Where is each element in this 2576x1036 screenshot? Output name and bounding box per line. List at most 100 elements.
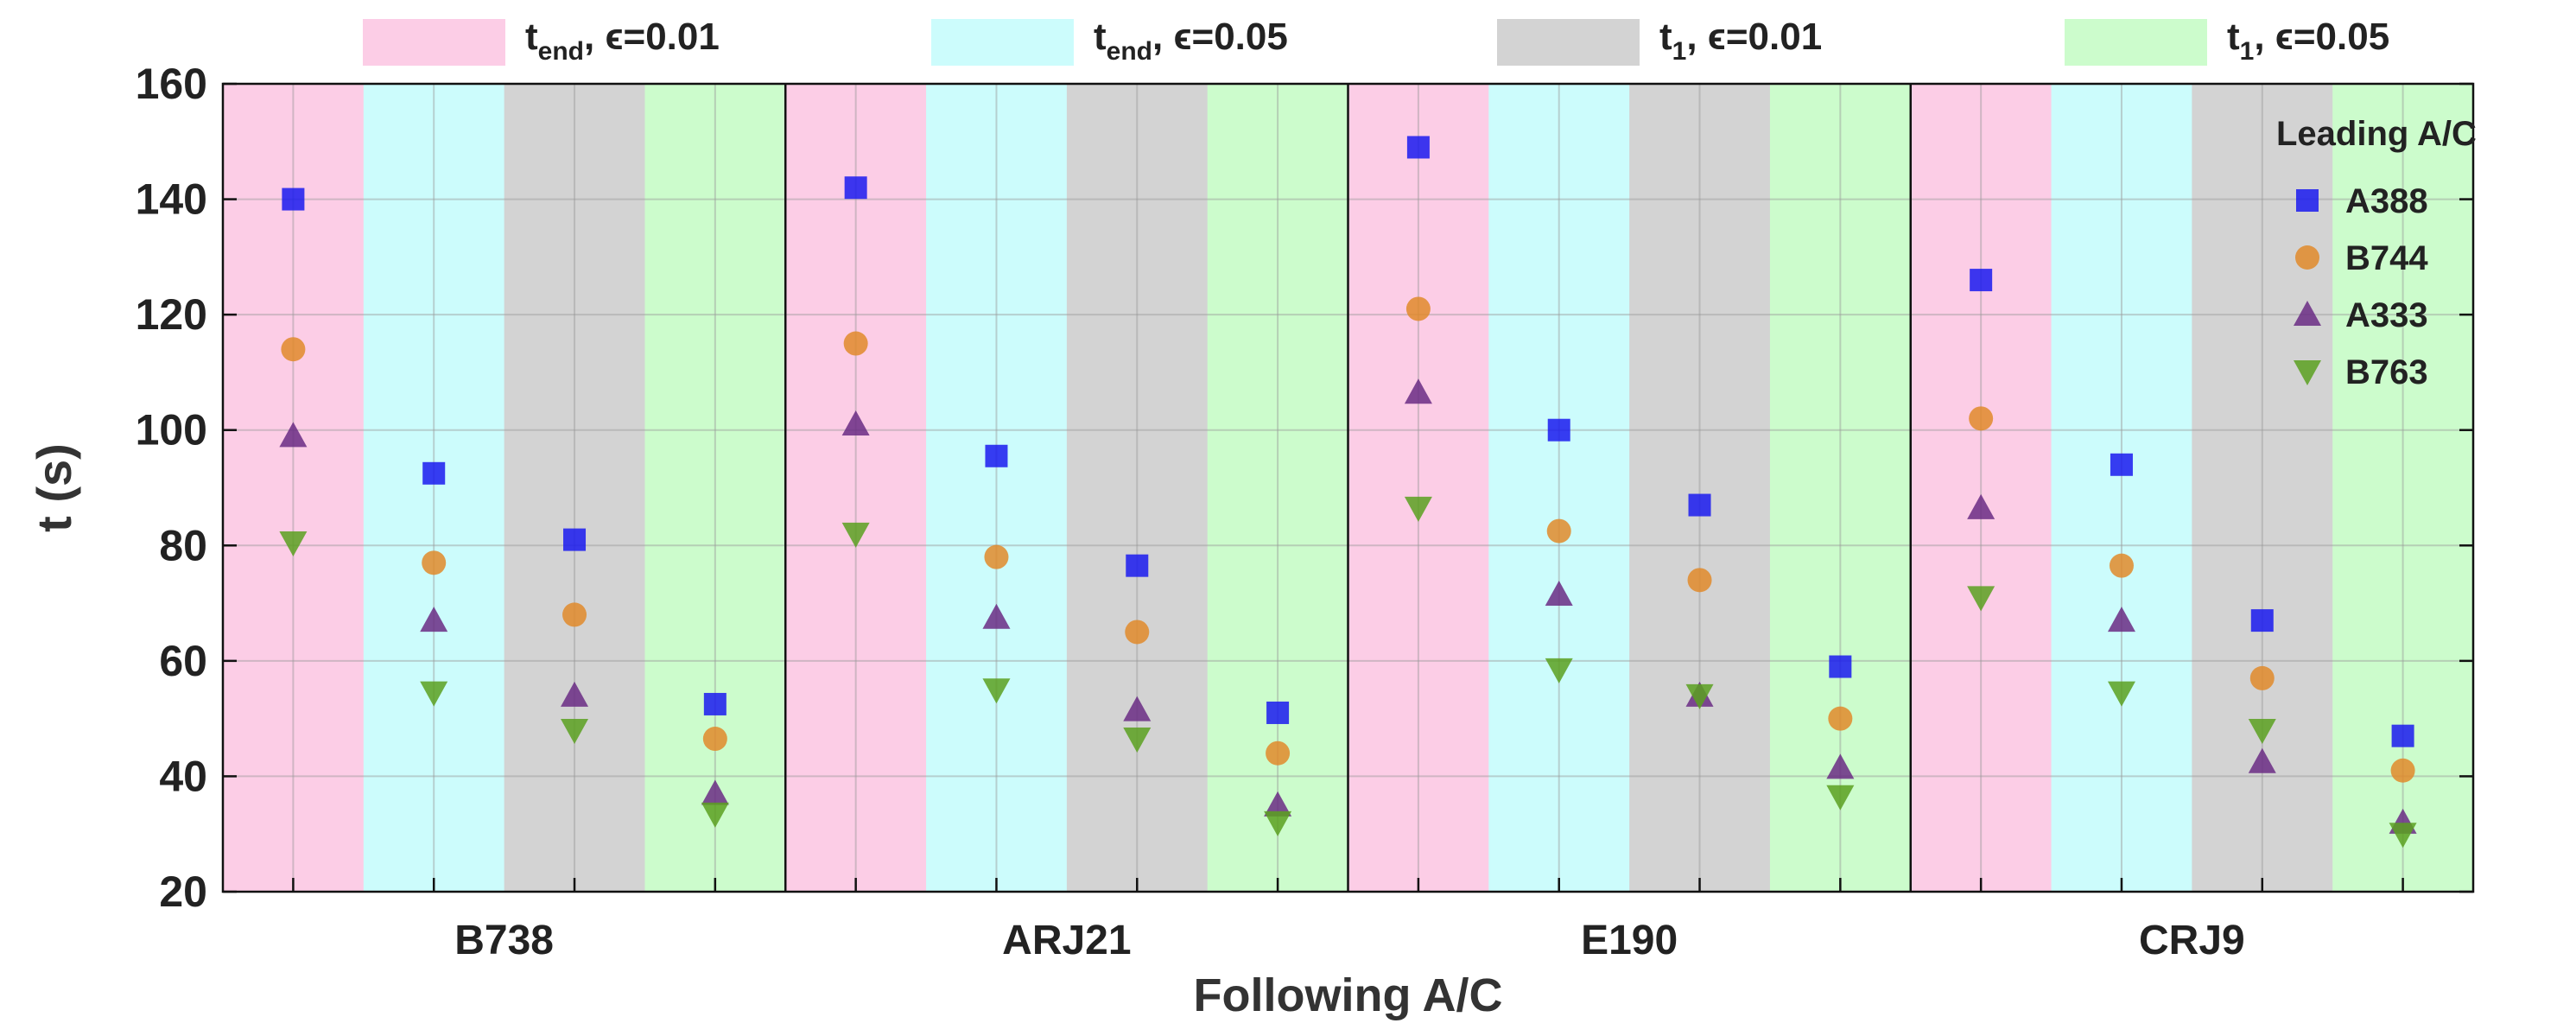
- point-b763-b738-3: [561, 719, 589, 744]
- point-b744-e190-2: [1546, 518, 1571, 543]
- point-b763-e190-3: [1685, 683, 1714, 709]
- condition-band-arj21-3: [1066, 84, 1209, 892]
- point-a333-e190-4: [1826, 753, 1855, 779]
- condition-legend-label-3: t1, ϵ=0.01: [1659, 16, 1822, 66]
- point-a333-b738-2: [420, 607, 448, 632]
- point-a388-crj9-1: [1970, 269, 1993, 292]
- point-b763-arj21-2: [982, 678, 1011, 704]
- point-b763-arj21-3: [1123, 728, 1152, 753]
- point-b763-b738-2: [420, 681, 448, 707]
- x-tick-label-e190: E190: [1581, 918, 1678, 963]
- point-a333-e190-1: [1404, 378, 1432, 404]
- point-a333-arj21-2: [982, 603, 1011, 629]
- point-b744-e190-1: [1405, 296, 1431, 321]
- point-b744-crj9-3: [2249, 665, 2275, 690]
- series-legend-marker-b744: [2295, 245, 2319, 270]
- point-a333-crj9-1: [1967, 493, 1995, 519]
- point-a388-b738-4: [703, 692, 726, 715]
- condition-band-b738-2: [363, 84, 505, 892]
- x-tick-label-crj9: CRJ9: [2139, 918, 2245, 963]
- point-b744-b738-3: [562, 602, 587, 627]
- condition-band-b738-1: [223, 84, 365, 892]
- point-a388-crj9-2: [2110, 453, 2133, 476]
- y-tick-label: 160: [136, 60, 207, 108]
- point-a388-e190-4: [1829, 655, 1852, 678]
- x-tick-label-b738: B738: [454, 918, 554, 963]
- point-b744-arj21-4: [1266, 740, 1291, 766]
- point-b744-b738-4: [702, 727, 727, 752]
- point-a333-arj21-4: [1264, 791, 1292, 817]
- condition-band-arj21-1: [785, 84, 927, 892]
- y-tick-label: 120: [136, 290, 207, 339]
- point-b763-b738-1: [279, 531, 308, 556]
- point-b763-crj9-2: [2107, 681, 2135, 707]
- condition-band-e190-1: [1348, 84, 1489, 892]
- condition-band-arj21-2: [926, 84, 1068, 892]
- point-b744-crj9-4: [2390, 758, 2415, 783]
- point-a388-b738-1: [282, 187, 305, 211]
- point-a388-arj21-1: [844, 176, 867, 200]
- point-a388-b738-2: [422, 461, 446, 485]
- series-legend-label-b763: B763: [2345, 353, 2428, 391]
- point-a388-arj21-3: [1126, 554, 1149, 577]
- condition-legend-label-4: t1, ϵ=0.05: [2227, 16, 2389, 66]
- point-b763-arj21-4: [1264, 810, 1292, 836]
- y-tick-label: 40: [159, 752, 207, 800]
- point-a333-b738-4: [701, 779, 729, 805]
- condition-band-e190-2: [1488, 84, 1630, 892]
- condition-band-crj9-1: [1910, 84, 2053, 892]
- condition-legend-swatch-4: [2065, 19, 2207, 66]
- point-b744-b738-1: [281, 337, 306, 362]
- series-legend-title: Leading A/C: [2276, 115, 2477, 153]
- point-b744-e190-3: [1687, 568, 1712, 593]
- y-tick-label: 100: [136, 406, 207, 454]
- point-a333-b738-1: [279, 422, 308, 448]
- point-b763-e190-2: [1545, 658, 1573, 683]
- point-a388-b738-3: [563, 528, 587, 551]
- series-legend-marker-a333: [2294, 301, 2321, 326]
- point-a333-crj9-2: [2107, 607, 2135, 632]
- point-a333-e190-2: [1545, 581, 1573, 607]
- point-a333-arj21-3: [1123, 696, 1152, 721]
- point-b744-b738-2: [422, 550, 447, 575]
- point-b763-crj9-4: [2389, 823, 2417, 849]
- series-legend-label-a388: A388: [2345, 182, 2428, 220]
- condition-legend-swatch-3: [1497, 19, 1640, 66]
- series-legend-marker-b763: [2294, 360, 2321, 385]
- condition-band-b738-4: [644, 84, 786, 892]
- point-a388-e190-1: [1406, 136, 1430, 159]
- point-b744-crj9-2: [2109, 553, 2134, 578]
- point-b763-e190-4: [1826, 785, 1855, 810]
- point-b744-e190-4: [1828, 706, 1853, 731]
- condition-legend-label-1: tend, ϵ=0.01: [525, 16, 720, 66]
- point-a388-arj21-4: [1266, 701, 1290, 724]
- point-a388-crj9-3: [2250, 609, 2274, 632]
- point-b744-arj21-3: [1125, 620, 1150, 645]
- condition-legend-label-2: tend, ϵ=0.05: [1094, 16, 1288, 66]
- plot-frame: [221, 82, 2475, 893]
- y-tick-label: 60: [159, 637, 207, 685]
- point-b744-arj21-2: [984, 544, 1009, 569]
- point-a333-b738-3: [561, 681, 589, 707]
- point-b763-e190-1: [1404, 496, 1432, 522]
- point-b763-crj9-1: [1967, 586, 1995, 612]
- point-b763-crj9-3: [2248, 719, 2276, 744]
- x-tick-label-arj21: ARJ21: [1002, 918, 1131, 963]
- series-legend-label-b744: B744: [2345, 239, 2428, 277]
- point-a388-e190-3: [1688, 493, 1711, 517]
- condition-legend-swatch-1: [363, 19, 505, 66]
- series-legend-label-a333: A333: [2345, 296, 2428, 334]
- series-legend-marker-a388: [2296, 189, 2319, 212]
- x-axis-title: Following A/C: [1194, 969, 1503, 1021]
- point-a388-e190-2: [1547, 418, 1570, 442]
- point-b744-crj9-1: [1969, 406, 1994, 431]
- point-a388-arj21-2: [985, 444, 1008, 467]
- point-a333-crj9-3: [2248, 747, 2276, 773]
- condition-band-b738-3: [504, 84, 645, 892]
- point-a388-crj9-4: [2391, 724, 2414, 747]
- point-b763-b738-4: [701, 802, 729, 828]
- condition-band-crj9-2: [2051, 84, 2192, 892]
- point-b763-arj21-1: [841, 522, 870, 548]
- point-b744-arj21-1: [843, 331, 868, 356]
